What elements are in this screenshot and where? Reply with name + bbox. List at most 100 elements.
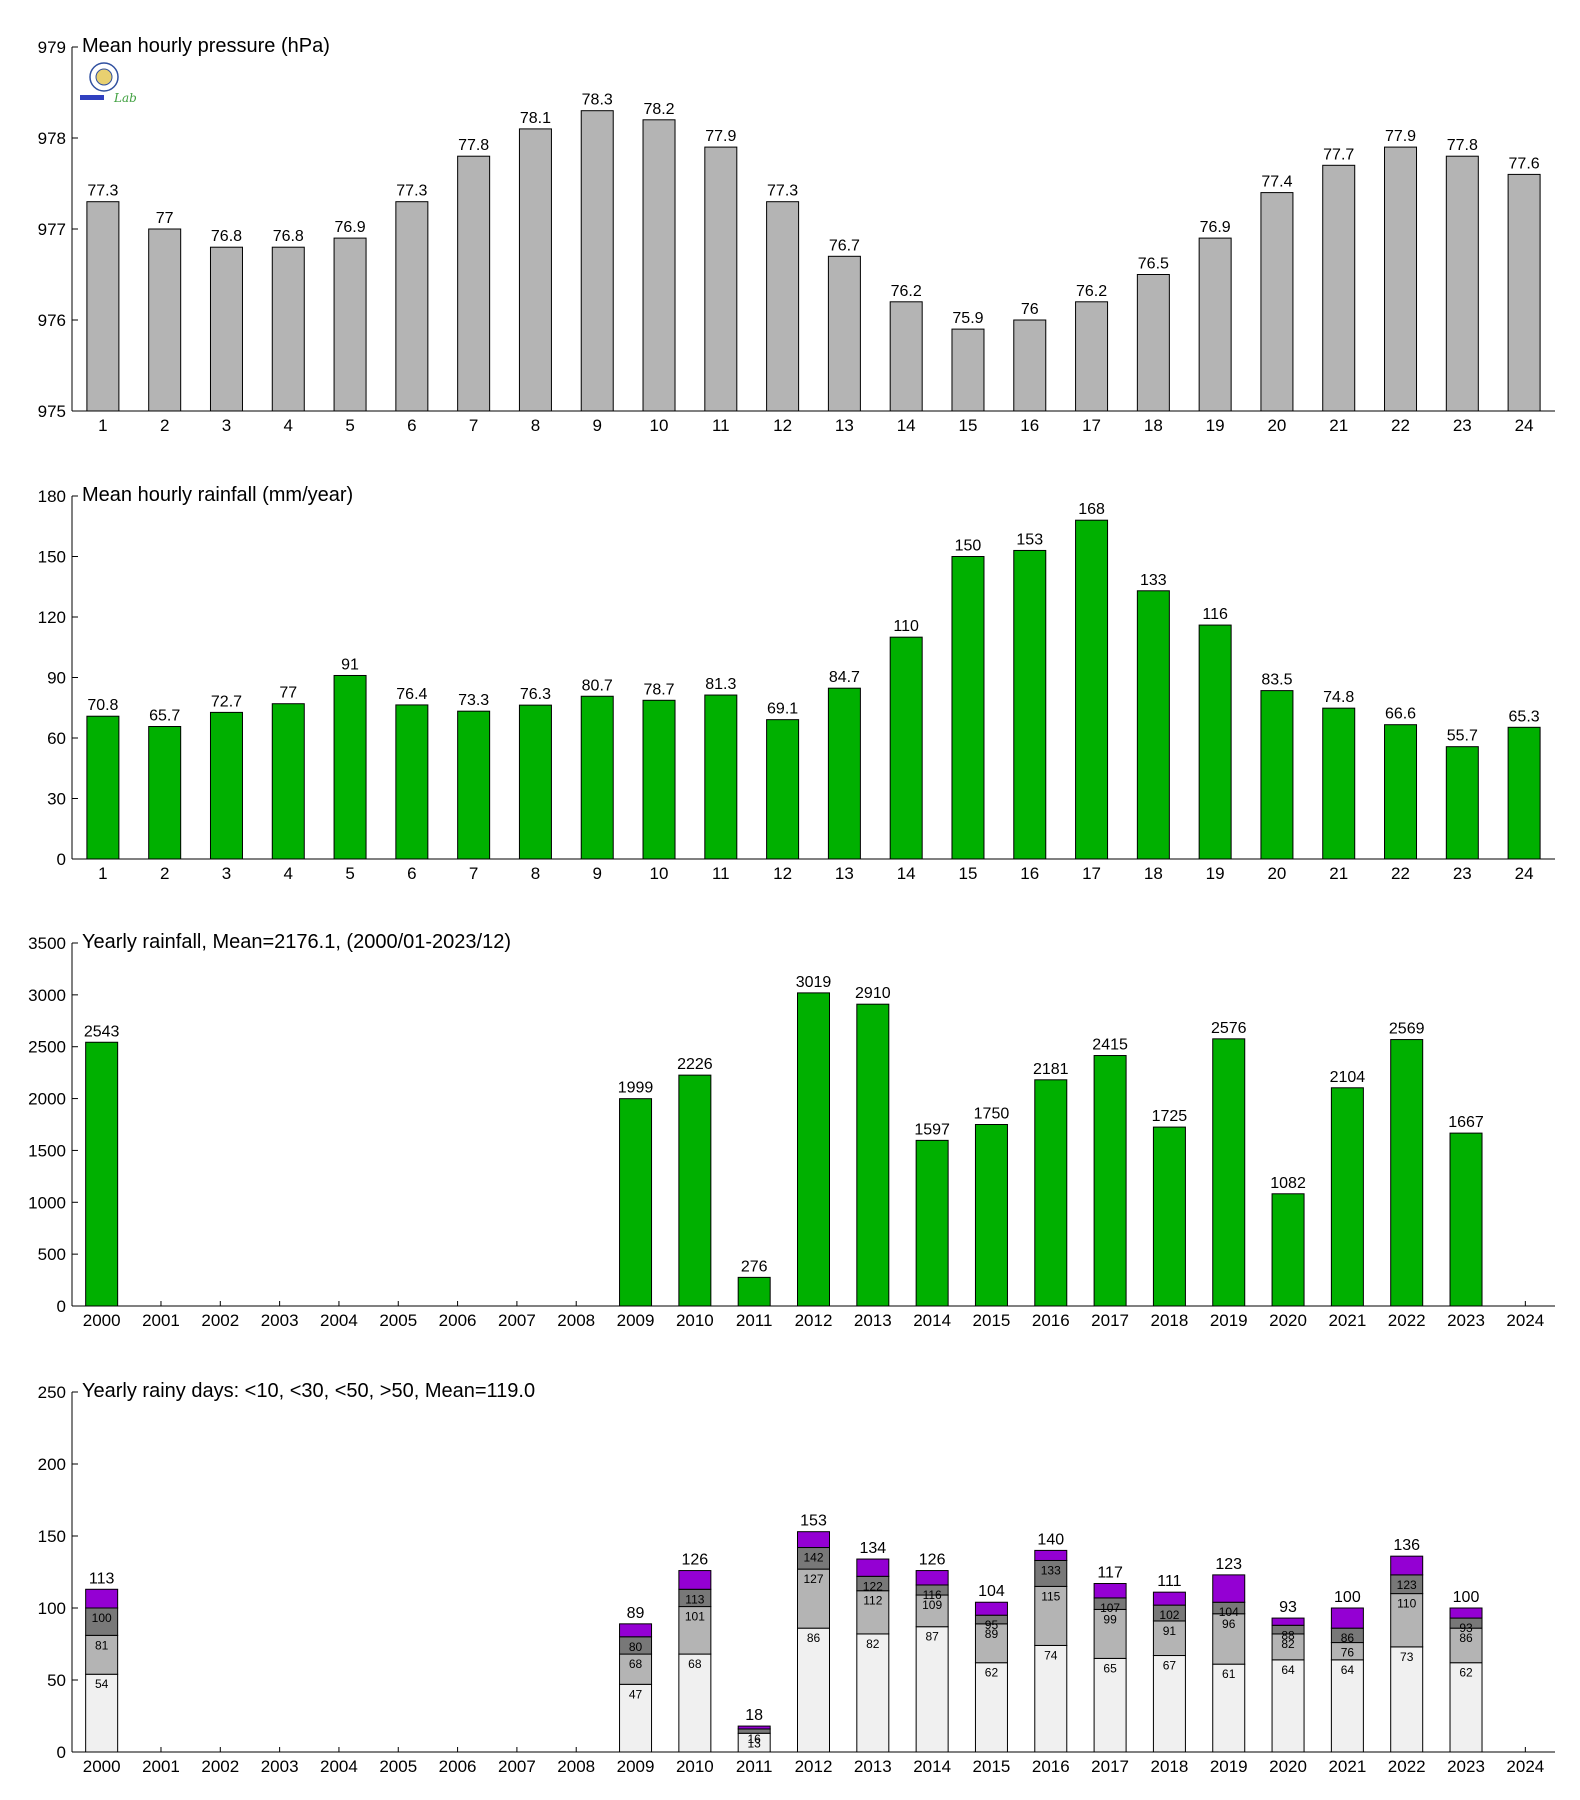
- chart-title: Yearly rainy days: <10, <30, <50, >50, M…: [82, 1380, 535, 1402]
- segment-label: 47: [629, 1687, 643, 1701]
- segment-label: 123: [1397, 1578, 1417, 1592]
- segment-label: 80: [629, 1640, 643, 1654]
- x-tick-label: 2010: [676, 1311, 714, 1330]
- data-label: 74.8: [1323, 689, 1354, 706]
- y-tick-label: 250: [38, 1383, 66, 1402]
- bar: [333, 674, 367, 860]
- data-label: 78.1: [520, 110, 551, 127]
- bar: [1013, 549, 1047, 860]
- data-label: 3019: [796, 974, 832, 991]
- x-tick-label: 8: [531, 416, 540, 435]
- bar-segment: [1034, 1549, 1068, 1561]
- segment-label: 102: [1159, 1608, 1179, 1622]
- x-tick-label: 2023: [1447, 1757, 1485, 1776]
- x-tick-label: 21: [1329, 864, 1348, 883]
- bar: [678, 1074, 712, 1307]
- x-tick-label: 13: [835, 864, 854, 883]
- x-tick-label: 23: [1453, 864, 1472, 883]
- data-label: 83.5: [1261, 672, 1292, 689]
- data-label: 2576: [1211, 1020, 1247, 1037]
- bar: [1152, 1126, 1186, 1307]
- x-tick-label: 22: [1391, 864, 1410, 883]
- bar: [580, 695, 614, 860]
- bar: [856, 1003, 890, 1307]
- bar: [915, 1139, 949, 1307]
- segment-label: 86: [807, 1631, 821, 1645]
- x-tick-label: 2021: [1328, 1757, 1366, 1776]
- bar-segment: [1271, 1659, 1305, 1753]
- bar: [827, 255, 861, 412]
- x-tick-label: 2000: [83, 1311, 121, 1330]
- x-tick-label: 2008: [557, 1757, 595, 1776]
- x-tick-label: 23: [1453, 416, 1472, 435]
- data-label: 110: [893, 618, 919, 635]
- x-tick-label: 2018: [1151, 1311, 1189, 1330]
- y-tick-label: 2500: [28, 1038, 66, 1057]
- bar: [642, 119, 676, 412]
- x-tick-label: 20: [1267, 864, 1286, 883]
- bar: [1384, 724, 1418, 860]
- segment-label: 99: [1103, 1612, 1117, 1626]
- bar-segment: [85, 1607, 119, 1636]
- x-tick-label: 2021: [1328, 1311, 1366, 1330]
- segment-label: 54: [95, 1677, 109, 1691]
- bar: [271, 703, 305, 860]
- y-tick-label: 180: [38, 487, 66, 506]
- bar: [86, 715, 120, 860]
- x-tick-label: 5: [345, 416, 354, 435]
- x-tick-label: 2018: [1151, 1757, 1189, 1776]
- data-label: 76.5: [1138, 256, 1169, 273]
- bar-segment: [678, 1653, 712, 1753]
- bar: [1330, 1087, 1364, 1307]
- x-tick-label: 14: [897, 864, 916, 883]
- data-label: 77.3: [87, 183, 118, 200]
- y-tick-label: 150: [38, 1527, 66, 1546]
- y-tick-label: 975: [38, 402, 66, 421]
- bar: [974, 1124, 1008, 1307]
- y-tick-label: 200: [38, 1455, 66, 1474]
- bar: [1507, 726, 1541, 860]
- bar: [580, 110, 614, 412]
- bar-segment: [856, 1633, 890, 1753]
- x-tick-label: 2006: [439, 1757, 477, 1776]
- bar: [1013, 319, 1047, 412]
- x-tick-label: 14: [897, 416, 916, 435]
- bar: [951, 328, 985, 412]
- data-label: 84.7: [829, 669, 860, 686]
- segment-label: 107: [1100, 1601, 1120, 1615]
- data-label: 2181: [1033, 1061, 1069, 1078]
- x-tick-label: 11: [712, 416, 730, 435]
- segment-label: 81: [95, 1638, 109, 1652]
- data-label: 1725: [1152, 1108, 1188, 1125]
- bar: [1212, 1038, 1246, 1307]
- bar: [395, 201, 429, 412]
- segment-label: 67: [1163, 1659, 1177, 1673]
- y-tick-label: 976: [38, 311, 66, 330]
- bar: [704, 146, 738, 412]
- segment-label: 109: [922, 1598, 942, 1612]
- x-tick-label: 2014: [913, 1757, 951, 1776]
- x-tick-label: 2020: [1269, 1757, 1307, 1776]
- data-label: 76.2: [1076, 283, 1107, 300]
- segment-label: 68: [688, 1657, 702, 1671]
- segment-label: 86: [1459, 1631, 1473, 1645]
- x-tick-label: 2005: [379, 1757, 417, 1776]
- x-tick-label: 10: [650, 864, 669, 883]
- segment-label: 110: [1397, 1597, 1416, 1611]
- y-tick-label: 979: [38, 38, 66, 57]
- x-tick-label: 2007: [498, 1757, 536, 1776]
- x-tick-label: 18: [1144, 416, 1163, 435]
- bar: [766, 719, 800, 860]
- x-tick-label: 19: [1206, 416, 1225, 435]
- y-tick-label: 1000: [28, 1193, 66, 1212]
- segment-label: 142: [803, 1551, 823, 1565]
- segment-label: 87: [925, 1630, 939, 1644]
- x-tick-label: 4: [284, 864, 293, 883]
- bar: [1198, 237, 1232, 412]
- data-label: 76.8: [211, 228, 242, 245]
- x-tick-label: 2022: [1388, 1757, 1426, 1776]
- data-label: 2569: [1389, 1021, 1425, 1038]
- x-tick-label: 2001: [142, 1311, 180, 1330]
- data-label: 66.6: [1385, 706, 1416, 723]
- segment-label: 127: [803, 1572, 823, 1586]
